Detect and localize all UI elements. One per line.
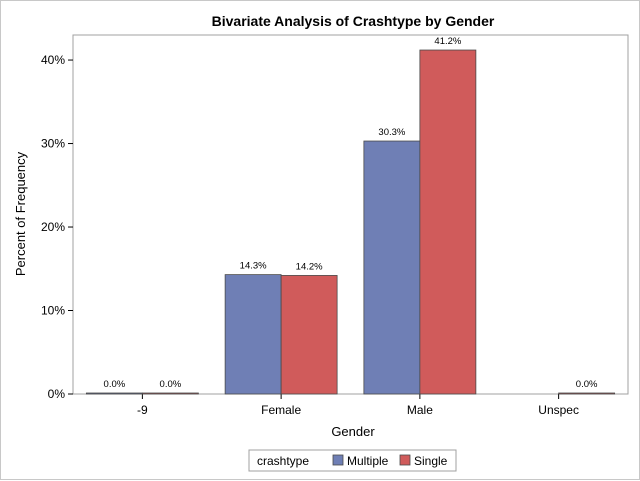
- data-label: 14.2%: [296, 261, 323, 272]
- bar-single: [141, 392, 199, 395]
- bar-single: [558, 392, 616, 395]
- x-tick-label: Female: [261, 403, 301, 417]
- legend-swatch-multiple: [332, 454, 344, 466]
- x-tick-label: Unspec: [538, 403, 579, 417]
- data-label: 0.0%: [576, 379, 598, 390]
- bar-multiple: [363, 140, 421, 395]
- y-axis-title: Percent of Frequency: [13, 151, 28, 276]
- x-tick-label: -9: [137, 403, 148, 417]
- bar-multiple: [224, 274, 282, 395]
- data-label: 0.0%: [160, 379, 182, 390]
- legend-label-multiple: Multiple: [347, 454, 389, 468]
- x-axis: -9 Female Male Unspec: [137, 394, 579, 417]
- data-label: 14.3%: [240, 261, 267, 272]
- x-tick-label: Male: [407, 403, 433, 417]
- bar-single: [280, 275, 338, 395]
- data-labels: 0.0% 0.0% 14.3% 14.2% 30.3% 41.2% 0.0%: [104, 36, 598, 390]
- bar-multiple: [85, 392, 143, 395]
- bar-single: [419, 49, 477, 395]
- y-tick-label: 40%: [41, 53, 65, 67]
- y-tick-label: 30%: [41, 137, 65, 151]
- data-label: 30.3%: [378, 127, 405, 138]
- plot-area: [72, 34, 629, 395]
- x-axis-title: Gender: [331, 424, 375, 439]
- legend-label-single: Single: [414, 454, 448, 468]
- y-tick-label: 10%: [41, 304, 65, 318]
- y-tick-label: 20%: [41, 220, 65, 234]
- y-axis: 0% 10% 20% 30% 40%: [41, 53, 73, 401]
- data-label: 0.0%: [104, 379, 126, 390]
- chart-title: Bivariate Analysis of Crashtype by Gende…: [212, 13, 495, 29]
- bars: [85, 49, 616, 395]
- data-label: 41.2%: [434, 36, 461, 47]
- legend-title: crashtype: [257, 454, 309, 468]
- y-tick-label: 0%: [48, 387, 66, 401]
- legend: crashtype Multiple Single: [248, 449, 457, 472]
- legend-swatch-single: [399, 454, 411, 466]
